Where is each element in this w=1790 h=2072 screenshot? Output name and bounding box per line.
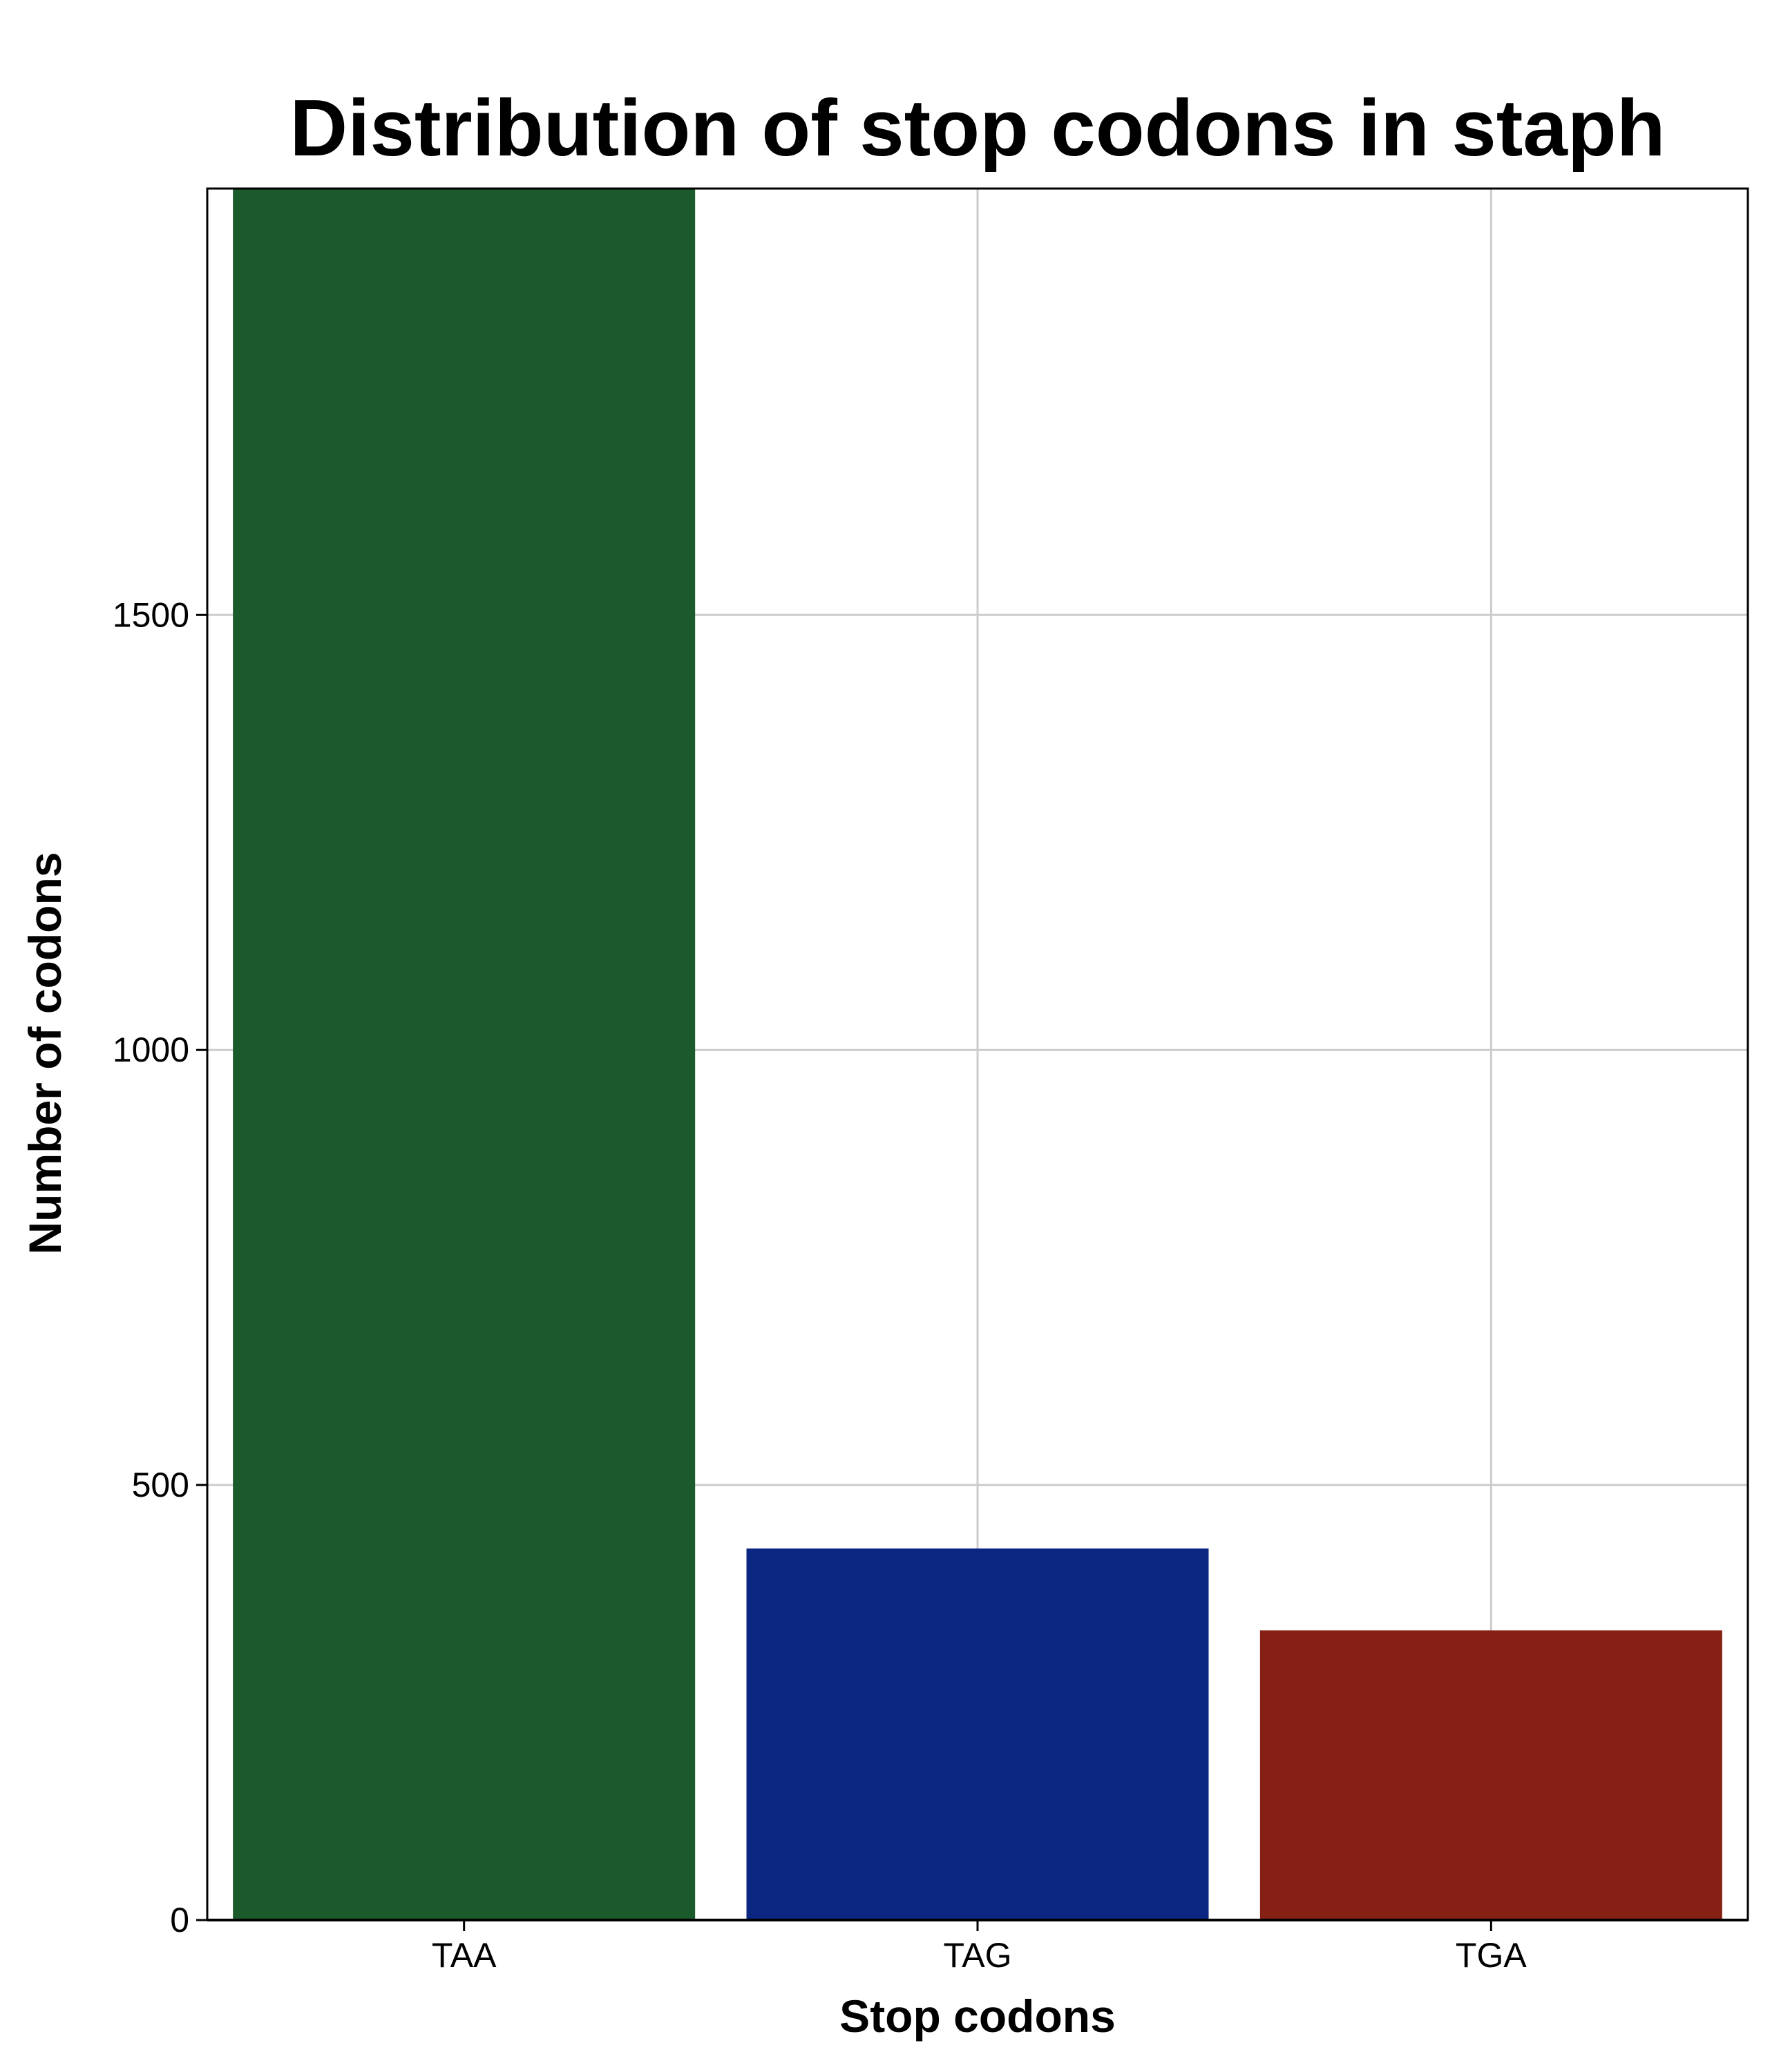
x-axis-title: Stop codons <box>839 1991 1116 2042</box>
y-axis-title: Number of codons <box>19 852 70 1254</box>
bar-tga <box>1259 1630 1722 1920</box>
chart-title: Distribution of stop codons in staph <box>289 83 1665 173</box>
x-tick-label: TGA <box>1456 1936 1527 1975</box>
axes: 0 500 1000 1500 TAA TAG TGA <box>113 187 1749 1975</box>
x-tick-label: TAG <box>943 1936 1011 1975</box>
bars <box>233 189 1722 1920</box>
x-tick-label: TAA <box>432 1936 497 1975</box>
y-tick-label: 0 <box>170 1901 189 1939</box>
y-tick-label: 1500 <box>113 595 189 634</box>
bar-taa <box>233 189 696 1920</box>
bar-tag <box>746 1548 1209 1920</box>
y-tick-label: 500 <box>132 1466 189 1504</box>
y-tick-label: 1000 <box>113 1030 189 1069</box>
